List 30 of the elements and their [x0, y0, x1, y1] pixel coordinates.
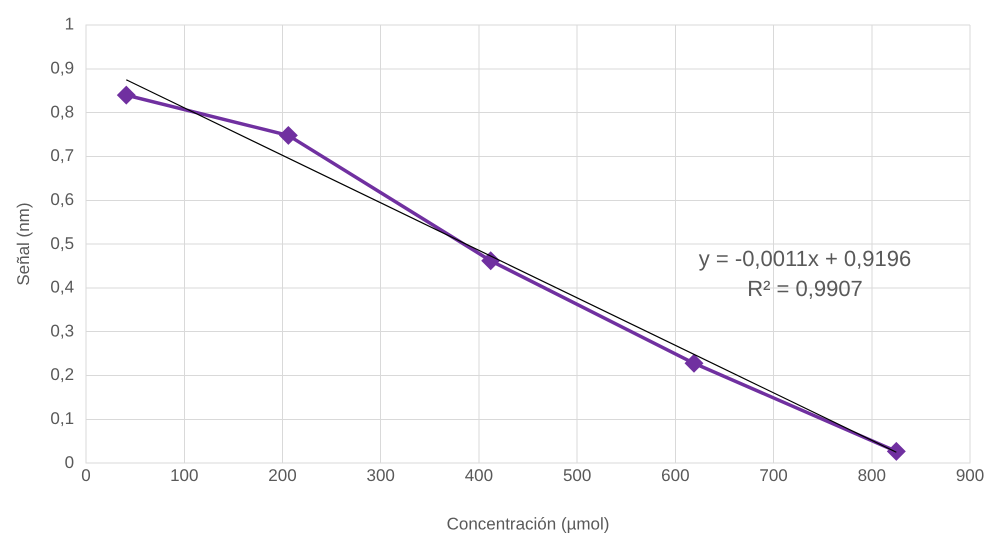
x-tick-label: 700 — [759, 466, 788, 486]
point — [685, 354, 703, 372]
annotation: R² = 0,9907 — [747, 276, 863, 302]
annotation: y = -0,0011x + 0,9196 — [698, 246, 912, 272]
x-tick-label: 100 — [170, 466, 198, 486]
x-tick-label: 600 — [661, 466, 690, 486]
y-tick-label: 0,5 — [50, 234, 74, 253]
point — [118, 86, 136, 104]
y-tick-label: 0,1 — [50, 409, 74, 428]
y-tick-label: 0 — [64, 452, 74, 472]
y-tick-label: 0,7 — [50, 146, 74, 166]
x-tick-label: 400 — [464, 466, 494, 486]
x-tick-label: 800 — [858, 466, 886, 486]
x-tick-label: 0 — [81, 466, 91, 486]
point — [482, 252, 500, 270]
y-axis-title: Señal (nm) — [14, 202, 33, 286]
y-tick-label: 0,3 — [50, 321, 74, 340]
y-tick-label: 1 — [64, 14, 74, 34]
y-tick-label: 0,2 — [50, 365, 74, 384]
point — [888, 442, 906, 460]
x-tick-label: 200 — [268, 466, 297, 486]
x-axis-title: Concentración (µmol) — [446, 514, 610, 534]
y-tick-label: 0,8 — [50, 102, 74, 122]
x-tick-label: 900 — [956, 466, 984, 486]
x-tick-label: 300 — [366, 466, 395, 486]
y-tick-label: 0,9 — [50, 58, 74, 78]
y-tick-label: 0,4 — [50, 278, 74, 297]
x-tick-label: 500 — [562, 466, 592, 486]
point — [280, 126, 298, 144]
y-tick-label: 0,6 — [50, 190, 74, 209]
